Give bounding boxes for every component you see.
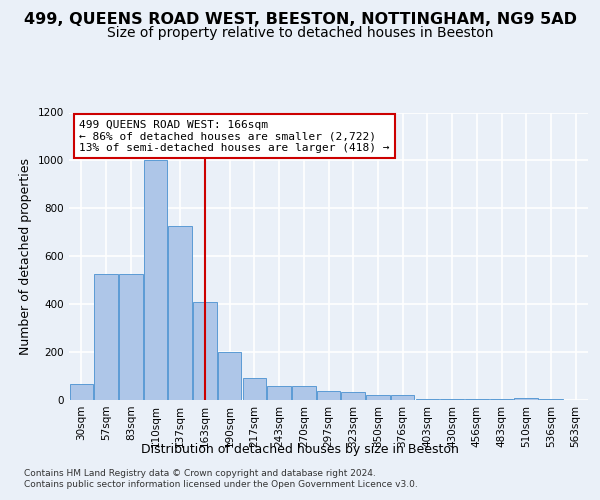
- Bar: [465, 399, 488, 400]
- Bar: [242, 378, 266, 400]
- Bar: [440, 399, 464, 400]
- Bar: [341, 392, 365, 400]
- Bar: [490, 399, 513, 400]
- Bar: [218, 352, 241, 400]
- Text: 499, QUEENS ROAD WEST, BEESTON, NOTTINGHAM, NG9 5AD: 499, QUEENS ROAD WEST, BEESTON, NOTTINGH…: [23, 12, 577, 28]
- Text: Distribution of detached houses by size in Beeston: Distribution of detached houses by size …: [141, 442, 459, 456]
- Bar: [94, 274, 118, 400]
- Bar: [317, 391, 340, 400]
- Bar: [119, 274, 143, 400]
- Bar: [416, 399, 439, 400]
- Bar: [268, 386, 291, 400]
- Bar: [169, 226, 192, 400]
- Text: Contains public sector information licensed under the Open Government Licence v3: Contains public sector information licen…: [24, 480, 418, 489]
- Bar: [144, 160, 167, 400]
- Bar: [292, 386, 316, 400]
- Y-axis label: Number of detached properties: Number of detached properties: [19, 158, 32, 355]
- Bar: [391, 395, 415, 400]
- Bar: [193, 302, 217, 400]
- Text: 499 QUEENS ROAD WEST: 166sqm
← 86% of detached houses are smaller (2,722)
13% of: 499 QUEENS ROAD WEST: 166sqm ← 86% of de…: [79, 120, 390, 153]
- Bar: [539, 399, 563, 400]
- Bar: [366, 395, 389, 400]
- Bar: [70, 384, 93, 400]
- Text: Contains HM Land Registry data © Crown copyright and database right 2024.: Contains HM Land Registry data © Crown c…: [24, 469, 376, 478]
- Text: Size of property relative to detached houses in Beeston: Size of property relative to detached ho…: [107, 26, 493, 40]
- Bar: [514, 398, 538, 400]
